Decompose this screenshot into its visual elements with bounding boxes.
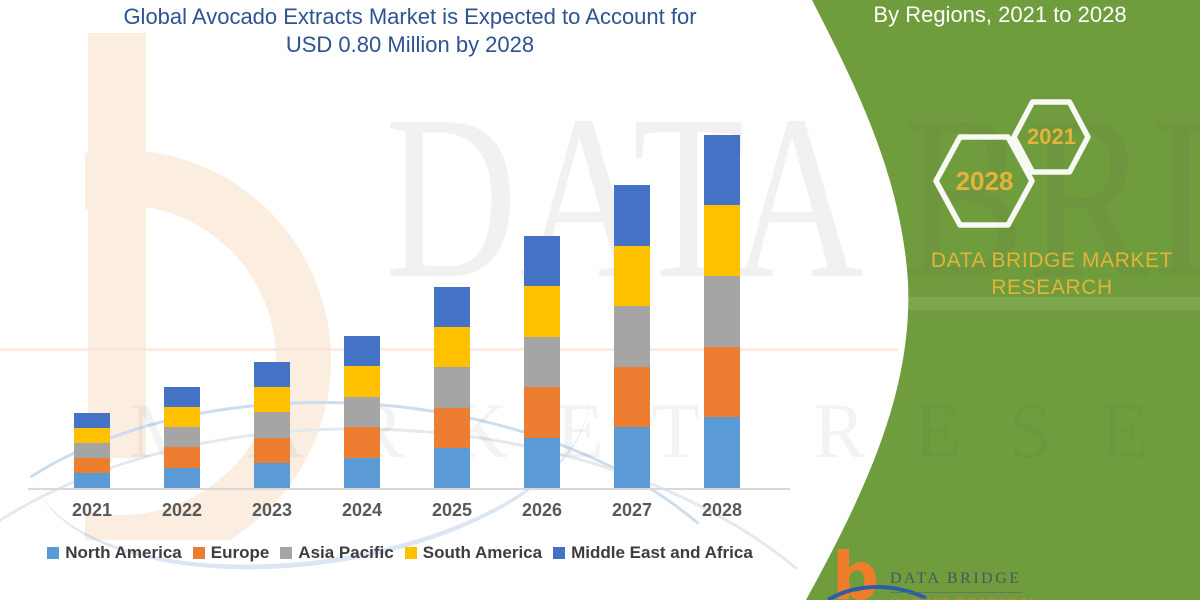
bar-2026 xyxy=(524,236,560,488)
legend-item-europe: Europe xyxy=(192,543,270,563)
bar-2028 xyxy=(704,134,740,488)
chart-title-line2: USD 0.80 Million by 2028 xyxy=(285,32,535,57)
segment-europe xyxy=(434,407,470,448)
x-axis-label-2025: 2025 xyxy=(431,500,473,520)
segment-middle-east-and-africa xyxy=(524,236,560,287)
segment-europe xyxy=(614,366,650,428)
footer-brand-text: DATA BRIDGE xyxy=(890,570,1022,587)
legend-item-asia-pacific: Asia Pacific xyxy=(280,543,394,563)
segment-europe xyxy=(254,437,290,463)
segment-asia-pacific xyxy=(164,427,200,448)
segment-asia-pacific xyxy=(344,396,380,427)
bar-2021 xyxy=(74,413,110,488)
segment-north-america xyxy=(524,437,560,488)
segment-south-america xyxy=(74,428,110,443)
footer-logo-swoosh-icon xyxy=(826,585,927,600)
segment-south-america xyxy=(344,366,380,397)
segment-north-america xyxy=(74,473,110,488)
segment-middle-east-and-africa xyxy=(614,185,650,246)
segment-middle-east-and-africa xyxy=(164,386,200,407)
x-axis-line xyxy=(28,488,790,490)
decorative-light-band xyxy=(893,297,1200,310)
legend-item-north-america: North America xyxy=(47,543,182,563)
legend-label: Asia Pacific xyxy=(298,543,394,562)
legend-label: Middle East and Africa xyxy=(571,543,753,562)
segment-asia-pacific xyxy=(614,306,650,367)
segment-south-america xyxy=(164,406,200,428)
segment-asia-pacific xyxy=(434,367,470,408)
hexagons-graphic xyxy=(933,99,1091,228)
segment-south-america xyxy=(614,245,650,307)
x-axis-label-2028: 2028 xyxy=(701,500,743,520)
segment-north-america xyxy=(614,427,650,488)
segment-middle-east-and-africa xyxy=(254,362,290,388)
legend-swatch-icon xyxy=(404,547,417,559)
segment-middle-east-and-africa xyxy=(74,413,110,428)
x-axis-label-2021: 2021 xyxy=(71,500,113,520)
footer-brand-subtext: MARKET RESEARCH xyxy=(890,596,1040,600)
bar-2022 xyxy=(164,386,200,488)
segment-europe xyxy=(524,387,560,438)
segment-middle-east-and-africa xyxy=(344,335,380,366)
legend-swatch-icon xyxy=(47,547,60,559)
x-axis-label-2023: 2023 xyxy=(251,500,293,520)
hexagon-year-2021: 2021 xyxy=(1027,124,1076,149)
chart-legend: North America Europe Asia Pacific South Ame… xyxy=(0,543,800,563)
x-axis-label-2026: 2026 xyxy=(521,500,563,520)
hexagon-2028-icon xyxy=(933,134,1035,228)
segment-south-america xyxy=(434,327,470,368)
x-axis-label-2027: 2027 xyxy=(611,500,653,520)
legend-label: North America xyxy=(65,543,182,562)
segment-south-america xyxy=(524,286,560,337)
segment-europe xyxy=(164,447,200,468)
chart-title: Global Avocado Extracts Market is Expect… xyxy=(10,3,810,59)
legend-label: South America xyxy=(422,543,543,562)
bar-2027 xyxy=(614,185,650,488)
segment-north-america xyxy=(704,417,740,488)
segment-middle-east-and-africa xyxy=(704,134,740,206)
bar-2025 xyxy=(434,287,470,488)
legend-swatch-icon xyxy=(280,547,293,559)
segment-asia-pacific xyxy=(704,275,740,347)
segment-south-america xyxy=(254,387,290,413)
logo-watermark-bowl xyxy=(85,140,465,540)
legend-label: Europe xyxy=(210,543,270,562)
hexagon-year-2028: 2028 xyxy=(955,166,1014,196)
segment-asia-pacific xyxy=(524,336,560,388)
segment-north-america xyxy=(434,447,470,488)
segment-south-america xyxy=(704,205,740,276)
segment-asia-pacific xyxy=(254,412,290,438)
x-axis-label-2022: 2022 xyxy=(161,500,203,520)
stacked-bar-chart: 2021 2022 2023 2024 2025 2026 2027 2028 xyxy=(28,134,790,520)
legend-swatch-icon xyxy=(553,547,566,559)
legend-swatch-icon xyxy=(192,547,205,559)
bar-2024 xyxy=(344,335,380,488)
segment-north-america xyxy=(344,457,380,488)
segment-europe xyxy=(74,458,110,473)
segment-europe xyxy=(704,346,740,418)
legend-item-south-america: South America xyxy=(404,543,543,563)
side-panel-heading: By Regions, 2021 to 2028 xyxy=(873,2,1127,27)
hexagon-2021-icon xyxy=(1011,99,1091,175)
segment-asia-pacific xyxy=(74,443,110,458)
bar-2023 xyxy=(254,362,290,488)
segment-north-america xyxy=(254,462,290,488)
x-axis-label-2024: 2024 xyxy=(341,500,383,520)
segment-north-america xyxy=(164,467,200,488)
chart-title-line1: Global Avocado Extracts Market is Expect… xyxy=(123,4,697,29)
segment-europe xyxy=(344,427,380,458)
brand-text: DATA BRIDGE MARKET RESEARCH xyxy=(930,249,1174,299)
legend-item-middle-east-and-africa: Middle East and Africa xyxy=(553,543,753,563)
segment-middle-east-and-africa xyxy=(434,287,470,328)
footer-divider xyxy=(890,592,1022,593)
